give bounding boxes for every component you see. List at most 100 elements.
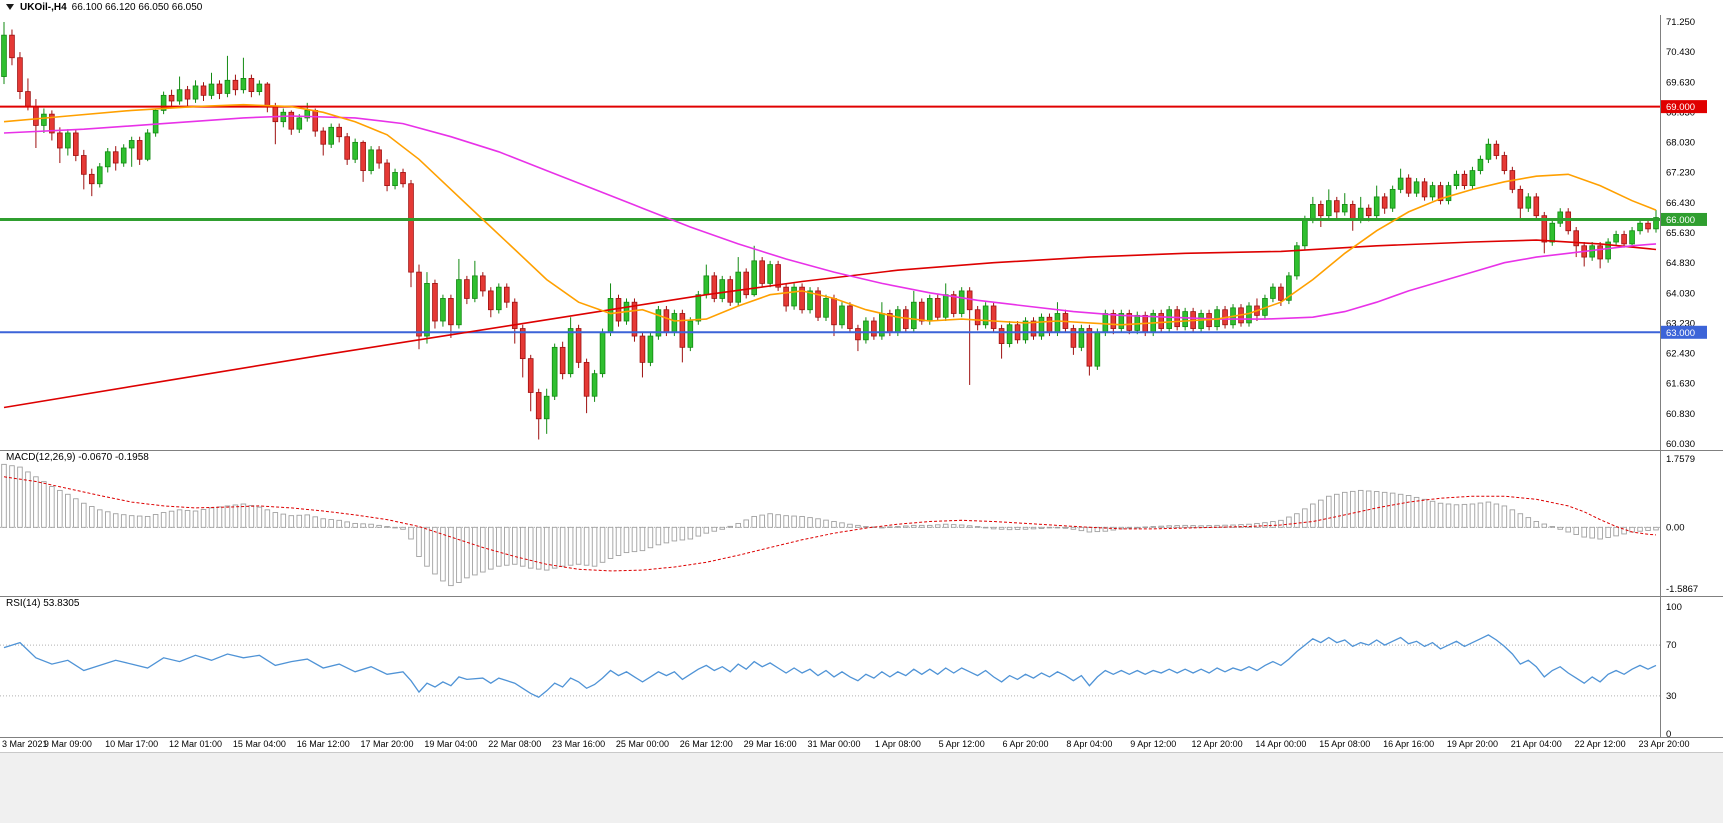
candle-down (559, 346, 566, 375)
time-axis-label: 26 Mar 12:00 (680, 739, 733, 749)
macd-histogram-bar (176, 509, 183, 528)
candle-down (1318, 204, 1324, 217)
candle-up (1270, 286, 1276, 299)
macd-histogram-bar (727, 525, 733, 528)
candle-down (1565, 211, 1572, 232)
macd-histogram-bar (567, 526, 574, 566)
candle-up (567, 328, 574, 375)
candle-up (224, 79, 231, 94)
macd-histogram-bar (1094, 526, 1101, 533)
candle-down (1541, 215, 1548, 243)
macd-histogram-bar (1573, 526, 1579, 535)
candle-up (671, 313, 678, 333)
macd-histogram-bar (128, 515, 135, 528)
candle-down (799, 286, 805, 311)
candle-down (288, 111, 295, 130)
candle-up (1389, 188, 1396, 209)
ma-slow-red (3, 239, 1657, 409)
macd-histogram-bar (1421, 498, 1428, 528)
macd-histogram-bar (671, 526, 678, 542)
macd-histogram-bar (328, 519, 334, 528)
macd-histogram-bar (767, 513, 773, 528)
candle-up (41, 113, 47, 126)
candle-down (408, 183, 414, 273)
candle-down (974, 309, 981, 326)
macd-histogram-bar (416, 526, 422, 557)
macd-histogram-bar (160, 512, 167, 528)
macd-histogram-bar (344, 521, 350, 528)
macd-histogram-bar (791, 515, 797, 528)
macd-histogram-bar (1541, 523, 1548, 528)
time-axis-label: 25 Mar 00:00 (616, 739, 669, 749)
macd-histogram-bar (1198, 525, 1204, 528)
candle-up (703, 275, 710, 296)
candle-up (1054, 313, 1061, 333)
candle-up (599, 331, 606, 375)
macd-histogram-bar (25, 471, 31, 528)
candle-down (1126, 313, 1133, 331)
macd-histogram-bar (607, 526, 614, 559)
candle-down (432, 282, 438, 322)
macd-histogram-bar (1294, 513, 1300, 528)
candle-down (1645, 222, 1651, 230)
rsi-line (3, 634, 1657, 698)
time-axis-label: 16 Apr 16:00 (1383, 739, 1434, 749)
candle-down (88, 173, 95, 185)
macd-histogram-bar (264, 509, 271, 528)
candle-up (176, 89, 183, 102)
macd-histogram-bar (504, 526, 510, 566)
candle-down (1333, 200, 1340, 213)
candle-up (1485, 143, 1492, 160)
macd-histogram-bar (1062, 526, 1069, 529)
macd-histogram-bar (679, 526, 686, 541)
time-axis-label: 1 Apr 08:00 (875, 739, 921, 749)
candle-up (807, 290, 813, 311)
candle-up (160, 94, 167, 111)
macd-histogram-bar (751, 515, 757, 528)
price-marker-66.000 (1661, 212, 1707, 226)
time-axis-label: 22 Apr 12:00 (1575, 739, 1626, 749)
macd-histogram-bar (1461, 503, 1468, 528)
candle-down (9, 34, 15, 59)
price-marker-69.000 (1661, 100, 1707, 114)
candle-down (535, 392, 542, 420)
candle-down (615, 298, 622, 322)
macd-histogram-bar (1134, 526, 1141, 529)
time-axis-label: 5 Apr 12:00 (939, 739, 985, 749)
candle-up (791, 286, 797, 307)
macd-histogram-bar (623, 526, 630, 554)
macd-histogram-bar (336, 519, 342, 528)
candle-up (647, 335, 654, 363)
candle-up (128, 140, 135, 149)
price-axis-label: 65.630 (1666, 228, 1695, 239)
time-axis-label: 12 Mar 01:00 (169, 739, 222, 749)
candle-down (248, 78, 255, 92)
candle-down (272, 106, 279, 123)
candle-up (256, 83, 263, 92)
candle-up (823, 298, 829, 318)
candle-up (767, 264, 773, 284)
macd-histogram-bar (950, 524, 957, 528)
candle-up (1557, 211, 1564, 224)
candle-down (320, 130, 327, 145)
macd-histogram-bar (1581, 526, 1587, 538)
macd-histogram-bar (208, 507, 215, 528)
macd-histogram-bar (783, 515, 789, 528)
macd-histogram-bar (1589, 526, 1595, 539)
macd-histogram-bar (1166, 525, 1172, 528)
macd-histogram-bar (392, 526, 398, 529)
macd-histogram-bar (112, 513, 119, 528)
candle-down (1573, 230, 1580, 247)
candle-up (1445, 185, 1452, 202)
candle-down (400, 172, 406, 185)
macd-histogram-bar (1078, 526, 1085, 532)
candle-up (472, 275, 478, 299)
macd-histogram-bar (152, 514, 159, 528)
candle-down (1461, 173, 1468, 187)
macd-histogram-bar (831, 521, 837, 528)
macd-histogram-bar (759, 514, 765, 528)
rsi-axis-label: 70 (1666, 640, 1677, 651)
candle-down (663, 309, 670, 333)
macd-histogram-bar (719, 526, 726, 530)
